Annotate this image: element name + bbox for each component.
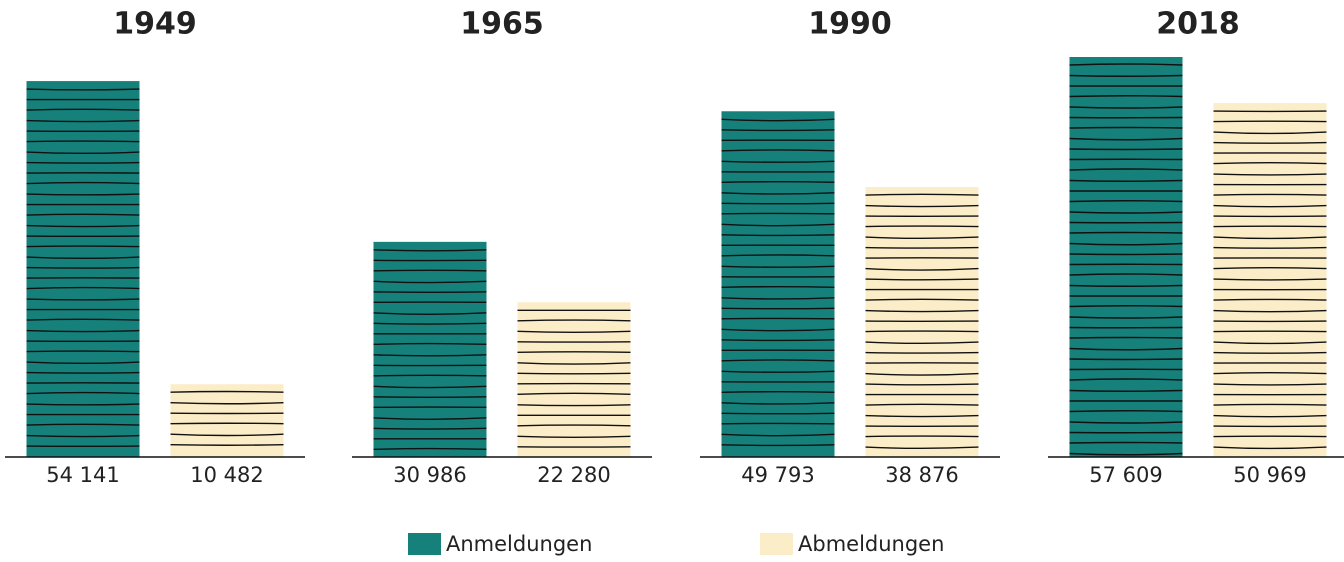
- stripe: [866, 331, 979, 332]
- legend-swatch: [760, 533, 793, 555]
- stripe: [866, 404, 979, 405]
- stripe: [722, 360, 835, 361]
- stripe: [866, 194, 979, 195]
- stripe: [1070, 128, 1183, 129]
- value-label: 54 141: [46, 463, 119, 487]
- stripe: [518, 425, 631, 426]
- stripe: [1070, 254, 1183, 255]
- stripe: [1070, 233, 1183, 234]
- stripe: [722, 130, 835, 131]
- stripe: [27, 319, 140, 320]
- legend-label: Anmeldungen: [446, 532, 592, 556]
- bar: [518, 302, 631, 457]
- stripe: [27, 89, 140, 90]
- stripe: [1214, 248, 1327, 249]
- stripe: [374, 270, 487, 271]
- stripe: [27, 163, 140, 164]
- legend-swatch: [408, 533, 441, 555]
- stripe: [866, 384, 979, 385]
- stripe: [866, 279, 979, 280]
- stripe: [1214, 299, 1327, 300]
- stripe: [518, 405, 631, 406]
- stripe: [722, 150, 835, 151]
- stripe: [1070, 201, 1183, 202]
- stripe: [1070, 149, 1183, 150]
- stripe: [1070, 96, 1183, 97]
- value-label: 22 280: [537, 463, 610, 487]
- stripe: [374, 344, 487, 345]
- stripe: [1070, 411, 1183, 412]
- bar: [171, 384, 284, 457]
- stripe: [1214, 353, 1327, 354]
- stripe: [866, 436, 979, 437]
- value-label: 50 969: [1233, 463, 1306, 487]
- stripe: [171, 391, 284, 392]
- stripe: [1070, 286, 1183, 287]
- bar: [374, 242, 487, 457]
- stripe: [27, 299, 140, 300]
- value-label: 10 482: [190, 463, 263, 487]
- stripe: [1214, 404, 1327, 405]
- stripe: [1070, 443, 1183, 444]
- stripe: [27, 424, 140, 425]
- year-title: 1949: [113, 7, 197, 42]
- year-title: 1965: [460, 7, 544, 42]
- stripe: [722, 182, 835, 183]
- value-label: 49 793: [741, 463, 814, 487]
- stripe: [1070, 306, 1183, 307]
- stripe: [722, 255, 835, 256]
- year-title: 1990: [808, 7, 892, 42]
- stripe: [27, 214, 140, 215]
- bar: [722, 111, 835, 457]
- value-label: 38 876: [885, 463, 958, 487]
- stripe: [1070, 76, 1183, 77]
- chart: 1949 54 141 10 482 1965 30 986 22 280 1990 49 7…: [0, 0, 1344, 562]
- stripe: [722, 235, 835, 236]
- stripe: [1070, 181, 1183, 182]
- stripe: [171, 445, 284, 446]
- year-title: 2018: [1156, 7, 1240, 42]
- stripe: [1070, 359, 1183, 360]
- stripe: [518, 320, 631, 321]
- stripe: [866, 226, 979, 227]
- stripe: [518, 373, 631, 374]
- value-label: 30 986: [393, 463, 466, 487]
- stripe: [722, 340, 835, 341]
- stripe: [374, 375, 487, 376]
- stripe: [1070, 338, 1183, 339]
- stripe: [27, 194, 140, 195]
- stripe: [722, 392, 835, 393]
- bar: [27, 81, 140, 457]
- stripe: [374, 428, 487, 429]
- value-label: 57 609: [1089, 463, 1162, 487]
- stripe: [27, 373, 140, 374]
- stripe: [1214, 194, 1327, 195]
- stripe: [866, 299, 979, 300]
- stripe: [722, 287, 835, 288]
- stripe: [374, 323, 487, 324]
- stripe: [374, 449, 487, 450]
- stripe: [1070, 391, 1183, 392]
- stripe: [27, 404, 140, 405]
- stripe: [1214, 143, 1327, 144]
- stripe: [27, 268, 140, 269]
- stripe: [27, 109, 140, 110]
- legend-label: Abmeldungen: [798, 532, 944, 556]
- stripe: [722, 445, 835, 446]
